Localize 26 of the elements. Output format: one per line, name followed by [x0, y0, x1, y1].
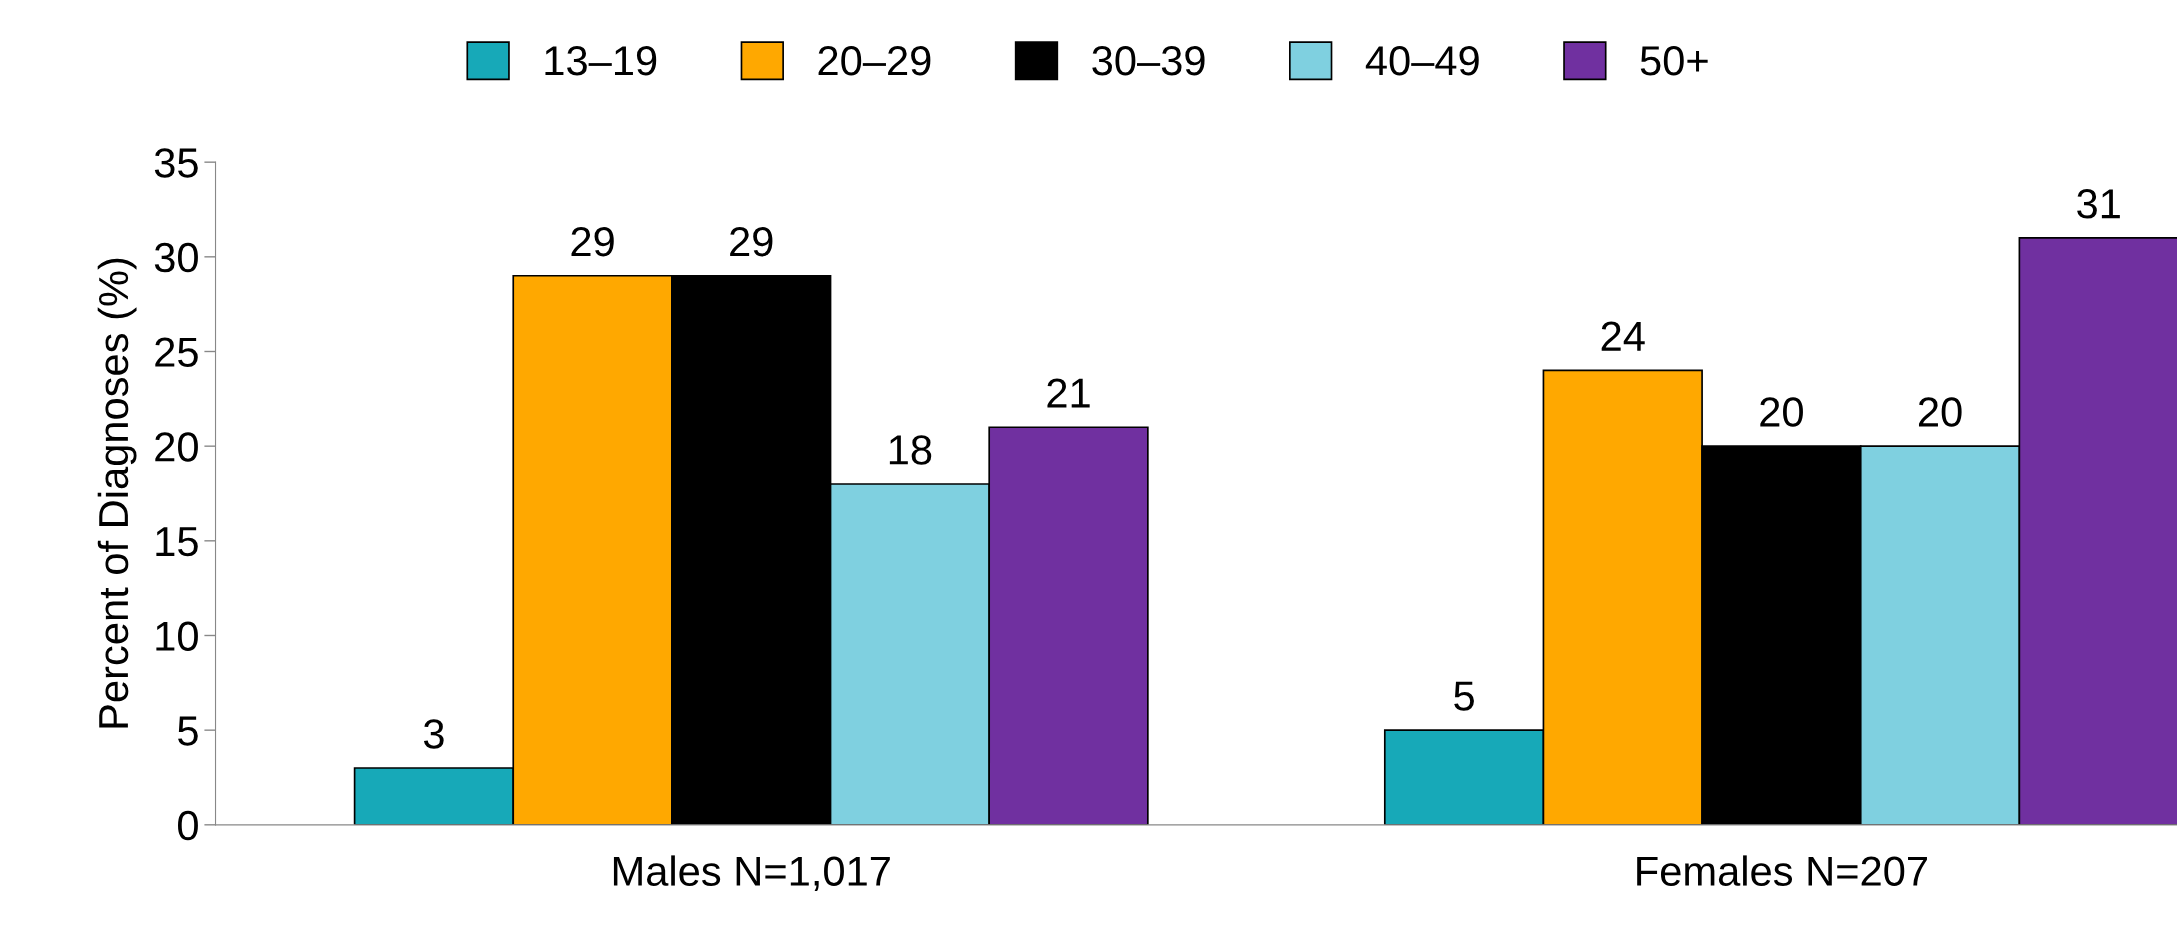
data-label: 5 — [1454, 681, 1474, 711]
legend-label: 30–39 — [1092, 45, 1205, 76]
data-label: 18 — [889, 435, 932, 465]
y-tick-label: 5 — [178, 716, 198, 746]
y-axis-title: Percent of Diagnoses (%) — [97, 258, 137, 728]
legend-label: 13–19 — [545, 45, 657, 76]
data-label: 20 — [1918, 397, 1962, 427]
legend-label: 40–49 — [1365, 45, 1479, 76]
y-tick-label: 0 — [178, 810, 198, 841]
x-tick-label: Males N=1,017 — [613, 855, 890, 891]
y-tick-label: 10 — [156, 621, 198, 651]
legend-label: 20–29 — [818, 45, 931, 76]
x-tick-label: Females N=207 — [1637, 855, 1927, 886]
data-label: 29 — [571, 226, 614, 257]
y-tick-label: 25 — [155, 337, 198, 367]
data-label: 29 — [730, 226, 773, 257]
legend-label: 50+ — [1640, 45, 1708, 76]
y-tick-label: 30 — [154, 242, 198, 273]
data-label: 24 — [1601, 321, 1645, 351]
y-tick-label: 35 — [154, 148, 198, 178]
data-label: 3 — [423, 719, 444, 749]
y-tick-label: 20 — [155, 432, 198, 462]
data-label: 21 — [1047, 378, 1090, 408]
y-tick-label: 15 — [156, 527, 198, 557]
data-label: 31 — [2077, 189, 2120, 219]
data-label: 20 — [1760, 397, 1803, 427]
